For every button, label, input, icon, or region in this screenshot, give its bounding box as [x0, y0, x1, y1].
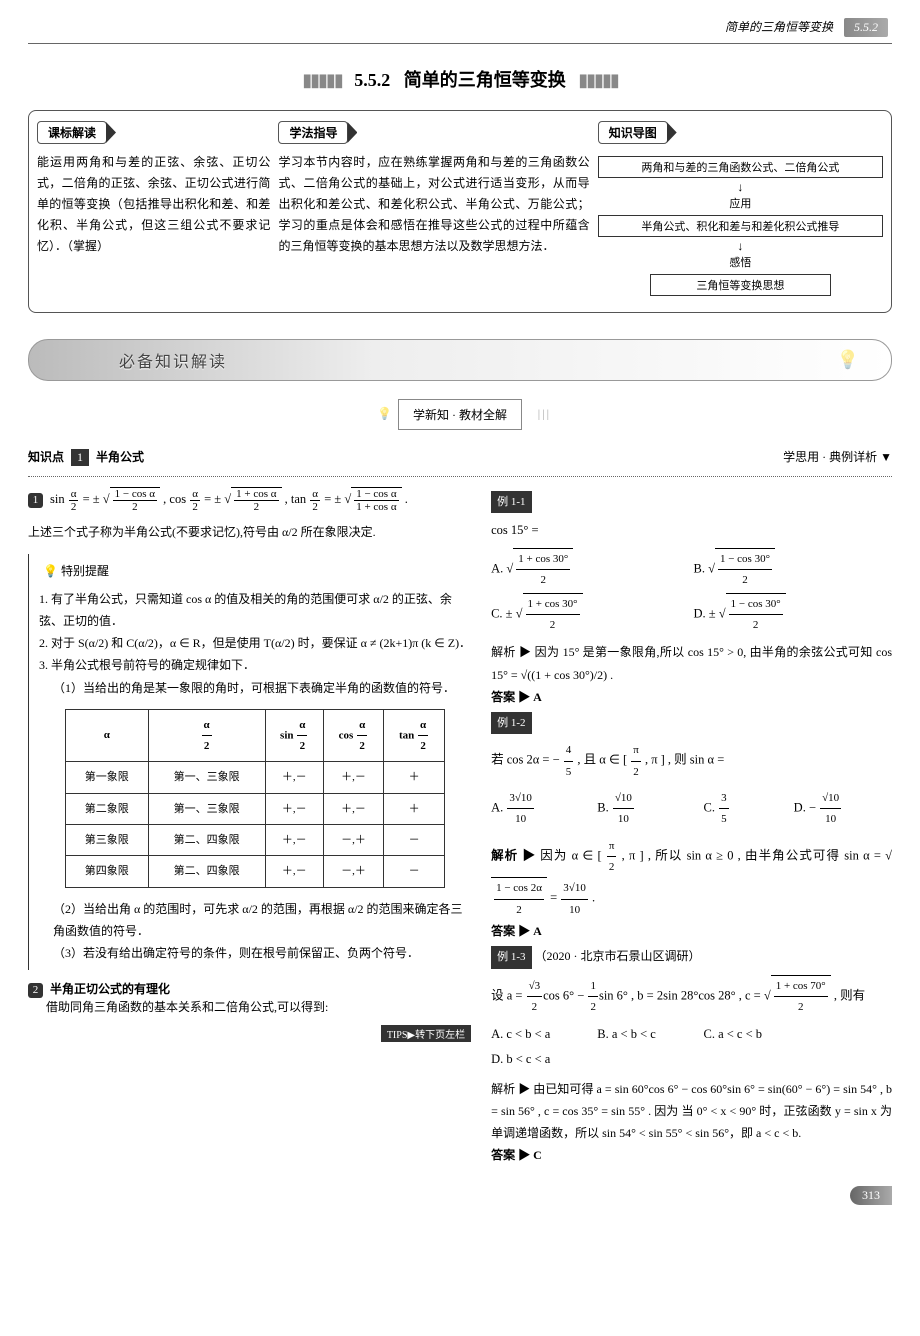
- kmap-box-1: 两角和与差的三角函数公式、二倍角公式: [598, 156, 883, 178]
- example-3-question: 设 a = √32cos 6° − 12sin 6° , b = 2sin 28…: [491, 975, 892, 1018]
- table-row: 第四象限 第二、四象限 ＋,－ －,＋ －: [65, 856, 444, 887]
- example-2-options: A. 3√1010 B. √1010 C. 35 D. − √1010: [491, 788, 892, 830]
- panel-col-method: 学法指导 学习本节内容时，应在熟练掌握两角和与差的三角函数公式、二倍角公式的基础…: [278, 121, 589, 257]
- kmap-box-3: 三角恒等变换思想: [650, 274, 831, 296]
- method-text: 学习本节内容时，应在熟练掌握两角和与差的三角函数公式、二倍角公式的基础上，对公式…: [278, 152, 589, 257]
- kpoint-label: 知识点: [28, 450, 64, 464]
- kpoint-right-label: 学思用 · 典例详析 ▼: [783, 448, 892, 465]
- kpoint-num: 1: [71, 449, 89, 466]
- page-footer: 313: [28, 1186, 892, 1205]
- chapter-label: 简单的三角恒等变换: [725, 18, 833, 35]
- sub2-title: 半角正切公式的有理化: [50, 982, 170, 996]
- kpoint-title: 半角公式: [96, 450, 144, 464]
- example-1-options: A. √1 + cos 30°2 B. √1 − cos 30°2 C. ± √…: [491, 548, 892, 635]
- right-column: 例 1-1 cos 15° = A. √1 + cos 30°2 B. √1 −…: [491, 487, 892, 1167]
- sub2-text: 借助同角三角函数的基本关系和二倍角公式,可以得到:: [28, 998, 471, 1015]
- example-1-question: cos 15° =: [491, 519, 892, 542]
- tip-3c: （3）若没有给出确定符号的条件，则在根号前保留正、负两个符号．: [39, 942, 471, 964]
- example-3-answer: 答案 ▶ C: [491, 1148, 542, 1162]
- example-1-label: 例 1-1: [491, 491, 531, 513]
- knowledge-point-row: 知识点 1 半角公式 学思用 · 典例详析 ▼: [28, 448, 892, 466]
- sign-table: α α2 sin α2 cos α2 tan α2 第一象限 第一、三象限 ＋,…: [65, 709, 445, 888]
- th-sin: sin α2: [265, 709, 323, 762]
- table-row: 第三象限 第二、四象限 ＋,－ －,＋ －: [65, 825, 444, 856]
- table-header-row: α α2 sin α2 cos α2 tan α2: [65, 709, 444, 762]
- tips-flag: TIPS▶转下页左栏: [381, 1025, 471, 1042]
- marker-1: 1: [28, 493, 43, 508]
- opt-a: A. 3√1010: [491, 788, 587, 830]
- tip-head: 💡 特别提醒: [39, 560, 113, 582]
- title-num: 5.5.2: [354, 70, 390, 90]
- tab-standard: 课标解读: [37, 121, 107, 144]
- tip-2: 2. 对于 S(α/2) 和 C(α/2)，α ∈ R，但是使用 T(α/2) …: [39, 632, 471, 654]
- formula-block: 1 sin α2 = ± √1 − cos α2 , cos α2 = ± √1…: [28, 487, 471, 513]
- example-2-question: 若 cos 2α = − 45 , 且 α ∈ [ π2 , π ] , 则 s…: [491, 740, 892, 782]
- marker-2: 2: [28, 983, 43, 998]
- th-cos: cos α2: [323, 709, 383, 762]
- title-bars-left: ▮▮▮▮▮: [302, 70, 342, 90]
- knowledge-banner: 必备知识解读: [28, 339, 892, 381]
- th-alpha: α: [65, 709, 148, 762]
- standard-text: 能运用两角和与差的正弦、余弦、正切公式，二倍角的正弦、余弦、正切公式进行简单的恒…: [37, 152, 270, 257]
- opt-c: C. 35: [704, 788, 784, 830]
- example-3-solution: 解析 ▶ 由已知可得 a = sin 60°cos 6° − cos 60°si…: [491, 1078, 892, 1145]
- opt-c: C. a < c < b: [704, 1023, 800, 1046]
- opt-d: D. b < c < a: [491, 1048, 587, 1071]
- half-angle-formulas: sin α2 = ± √1 − cos α2 , cos α2 = ± √1 +…: [50, 492, 408, 506]
- dotted-rule: [28, 476, 892, 477]
- formula-note: 上述三个式子称为半角公式(不要求记忆),符号由 α/2 所在象限决定.: [28, 523, 471, 540]
- tip-3b: （2）当给出角 α 的范围时，可先求 α/2 的范围，再根据 α/2 的范围来确…: [39, 898, 471, 942]
- example-2-solution: 解析 ▶ 因为 α ∈ [ π2 , π ] , 所以 sin α ≥ 0 , …: [491, 836, 892, 920]
- tip-3a: （1）当给出的角是某一象限的角时，可根据下表确定半角的函数值的符号．: [39, 677, 471, 699]
- opt-b: B. √1010: [597, 788, 693, 830]
- subtitle-box: 学新知 · 教材全解: [398, 399, 522, 430]
- header-rule: [28, 43, 892, 44]
- page-number: 313: [850, 1186, 892, 1205]
- opt-d: D. − √1010: [794, 788, 890, 830]
- opt-a: A. c < b < a: [491, 1023, 587, 1046]
- opt-d: D. ± √1 − cos 30°2: [694, 593, 886, 636]
- kmap-box-2: 半角公式、积化和差与和差化积公式推导: [598, 215, 883, 237]
- table-row: 第一象限 第一、三象限 ＋,－ ＋,－ ＋: [65, 762, 444, 793]
- th-half: α2: [148, 709, 265, 762]
- kmap-label-2: 感悟: [598, 254, 883, 270]
- panel-col-standard: 课标解读 能运用两角和与差的正弦、余弦、正切公式，二倍角的正弦、余弦、正切公式进…: [37, 121, 270, 257]
- arrow-1: ↓: [598, 182, 883, 193]
- th-tan: tan α2: [384, 709, 445, 762]
- opt-a: A. √1 + cos 30°2: [491, 548, 683, 591]
- opt-c: C. ± √1 + cos 30°2: [491, 593, 683, 636]
- example-1-answer: 答案 ▶ A: [491, 690, 542, 704]
- info-panel: 课标解读 能运用两角和与差的正弦、余弦、正切公式，二倍角的正弦、余弦、正切公式进…: [28, 110, 892, 313]
- tab-method: 学法指导: [278, 121, 348, 144]
- tip-1: 1. 有了半角公式，只需知道 cos α 的值及相关的角的范围便可求 α/2 的…: [39, 588, 471, 632]
- page-header: 简单的三角恒等变换 5.5.2: [28, 18, 892, 37]
- panel-col-map: 知识导图 两角和与差的三角函数公式、二倍角公式 ↓ 应用 半角公式、积化和差与和…: [598, 121, 883, 300]
- example-3-label: 例 1-3: [491, 946, 531, 968]
- example-3-source: （2020 · 北京市石景山区调研）: [535, 949, 701, 963]
- opt-b: B. √1 − cos 30°2: [694, 548, 886, 591]
- opt-b: B. a < b < c: [597, 1023, 693, 1046]
- title-text: 简单的三角恒等变换: [404, 70, 566, 90]
- example-3-options: A. c < b < a B. a < b < c C. a < c < b D…: [491, 1023, 892, 1071]
- section-title: ▮▮▮▮▮ 5.5.2 简单的三角恒等变换 ▮▮▮▮▮: [28, 66, 892, 92]
- two-column-layout: 1 sin α2 = ± √1 − cos α2 , cos α2 = ± √1…: [28, 487, 892, 1167]
- arrow-2: ↓: [598, 241, 883, 252]
- section-number-badge: 5.5.2: [844, 18, 888, 37]
- kmap-label-1: 应用: [598, 195, 883, 211]
- table-row: 第二象限 第一、三象限 ＋,－ ＋,－ ＋: [65, 793, 444, 824]
- tip-3: 3. 半角公式根号前符号的确定规律如下．: [39, 654, 471, 676]
- tip-box: 💡 特别提醒 1. 有了半角公式，只需知道 cos α 的值及相关的角的范围便可…: [28, 554, 471, 971]
- example-1-solution: 解析 ▶ 因为 15° 是第一象限角,所以 cos 15° > 0, 由半角的余…: [491, 641, 892, 685]
- example-2-label: 例 1-2: [491, 712, 531, 734]
- sub2-block: 2 半角正切公式的有理化: [28, 980, 471, 998]
- title-bars-right: ▮▮▮▮▮: [578, 70, 618, 90]
- left-column: 1 sin α2 = ± √1 − cos α2 , cos α2 = ± √1…: [28, 487, 471, 1167]
- tab-map: 知识导图: [598, 121, 668, 144]
- example-2-answer: 答案 ▶ A: [491, 924, 542, 938]
